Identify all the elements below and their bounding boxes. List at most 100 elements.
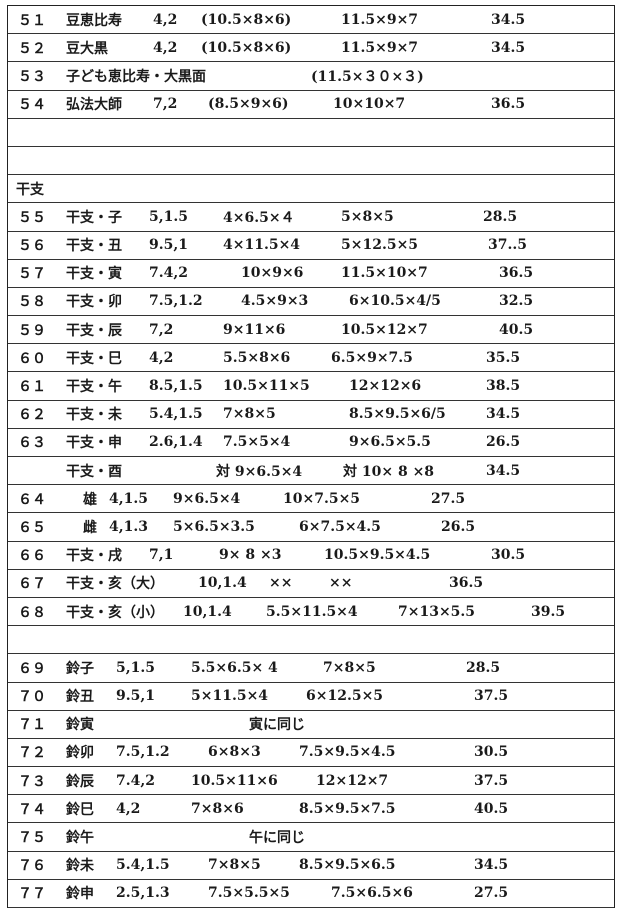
price-cell: 27.5 — [431, 490, 466, 507]
weight-cell: 9.5,1 — [116, 688, 155, 705]
outer-size-cell: 5×8×5 — [341, 208, 394, 225]
item-number: ５６ — [18, 238, 46, 255]
price-cell: 39.5 — [531, 603, 566, 620]
item-name: 豆大黒 — [66, 40, 108, 57]
weight-cell: 4,1.3 — [109, 518, 148, 535]
outer-size-cell: 12×12×7 — [316, 772, 389, 789]
table-row: ５７ 干支・寅 7.4,2 10×9×6 11.5×10×7 36.5 — [8, 260, 614, 288]
weight-cell: 7.5,1.2 — [116, 744, 170, 761]
price-cell: 27.5 — [474, 885, 509, 902]
table-row: ５６ 干支・丑 9.5,1 4×11.5×4 5×12.5×5 37..5 — [8, 232, 614, 260]
weight-cell: 2.5,1.3 — [116, 885, 170, 902]
item-name: 干支・戌 — [66, 548, 122, 565]
table-row: ６８ 干支・亥（小） 10,1.4 5.5×11.5×4 7×13×5.5 39.5 — [8, 598, 614, 627]
weight-cell: 4,2 — [153, 39, 178, 56]
price-cell: 28.5 — [483, 208, 518, 225]
weight-cell: 9.5,1 — [149, 237, 188, 254]
weight-cell: 7.4,2 — [149, 265, 188, 282]
outer-size-cell: 5×12.5×5 — [341, 237, 419, 254]
item-number: ６１ — [18, 379, 46, 396]
inner-size-cell: 5.5×11.5×4 — [266, 603, 358, 620]
outer-size-cell: ×× — [329, 575, 353, 592]
inner-size-cell: 5.5×8×6 — [223, 349, 291, 366]
price-cell: 40.5 — [499, 321, 534, 338]
inner-size-cell: 10.5×11×5 — [223, 378, 310, 395]
inner-size-cell: 6×8×3 — [208, 744, 261, 761]
item-number: ７０ — [18, 689, 46, 706]
table-row — [8, 626, 614, 655]
table-row: ７３ 鈴辰 7.4,2 10.5×11×6 12×12×7 37.5 — [8, 767, 614, 796]
inner-size-cell: 10.5×11×6 — [191, 772, 278, 789]
item-number: ５１ — [18, 12, 46, 29]
price-cell: 34.5 — [474, 857, 509, 874]
weight-cell: 5,1.5 — [149, 208, 188, 225]
item-number: ７６ — [18, 858, 46, 875]
weight-cell: 10,1.4 — [183, 603, 232, 620]
table-row: 干支・酉 対 9×6.5×4 対 10× 8 ×8 34.5 — [8, 457, 614, 486]
item-number: ５３ — [18, 68, 46, 85]
outer-size-cell: 8.5×9.5×6.5 — [299, 857, 396, 874]
table-row: ５３ 子ども恵比寿・大黒面 (11.5×３０×３) — [8, 62, 614, 91]
table-row: ７２ 鈴卯 7.5,1.2 6×8×3 7.5×9.5×4.5 30.5 — [8, 739, 614, 768]
outer-size-cell: 10.5×9.5×4.5 — [324, 547, 431, 564]
table-row: ５８ 干支・卯 7.5,1.2 4.5×9×3 6×10.5×4/5 32.5 — [8, 288, 614, 317]
price-cell: 28.5 — [466, 659, 501, 676]
inner-size-cell: 5.5×6.5× 4 — [191, 659, 278, 676]
outer-size-cell: 8.5×9.5×6/5 — [349, 406, 446, 423]
table-row: ６３ 干支・申 2.6,1.4 7.5×5×4 9×6.5×5.5 26.5 — [8, 429, 614, 457]
outer-size-cell: 7.5×9.5×4.5 — [299, 744, 396, 761]
inner-size-cell: 9×11×6 — [223, 321, 286, 338]
weight-cell: 10,1.4 — [198, 575, 247, 592]
inner-size-cell: (10.5×8×6) — [201, 11, 292, 28]
inner-size-cell: 7×8×5 — [223, 406, 276, 423]
item-number: ６２ — [18, 407, 46, 424]
item-number: ６６ — [18, 548, 46, 565]
item-number: ７３ — [18, 773, 46, 790]
price-cell: 38.5 — [486, 378, 521, 395]
item-name: 鈴巳 — [66, 801, 94, 818]
table-row: ５２ 豆大黒 4,2 (10.5×8×6) 11.5×9×7 34.5 — [8, 34, 614, 63]
item-name: 干支・寅 — [66, 266, 122, 283]
price-cell: 40.5 — [474, 800, 509, 817]
item-number: ７４ — [18, 801, 46, 818]
table-row: ６７ 干支・亥（大） 10,1.4 ×× ×× 36.5 — [8, 570, 614, 598]
inner-size-cell: 9× 8 ×3 — [219, 547, 282, 564]
outer-size-cell: 10×7.5×5 — [283, 490, 361, 507]
table-row: ５１ 豆恵比寿 4,2 (10.5×8×6) 11.5×9×7 34.5 — [8, 6, 614, 35]
outer-size-cell: 11.5×9×7 — [341, 11, 419, 28]
table-row: 干支 — [8, 175, 614, 204]
table-row: ７６ 鈴未 5.4,1.5 7×8×5 8.5×9.5×6.5 34.5 — [8, 852, 614, 880]
table-row: ６６ 干支・戌 7,1 9× 8 ×3 10.5×9.5×4.5 30.5 — [8, 542, 614, 570]
table-row: ６１ 干支・午 8.5,1.5 10.5×11×5 12×12×6 38.5 — [8, 372, 614, 401]
price-cell: 35.5 — [486, 349, 521, 366]
price-cell: 34.5 — [491, 39, 526, 56]
item-name: 鈴卯 — [66, 745, 94, 762]
inner-size-cell: ×× — [269, 575, 293, 592]
inner-size-cell: 4×11.5×4 — [223, 237, 301, 254]
table-row: ６９ 鈴子 5,1.5 5.5×6.5× 4 7×8×5 28.5 — [8, 654, 614, 683]
item-number: ５４ — [18, 97, 46, 114]
item-name: 豆恵比寿 — [66, 12, 122, 29]
item-number: ６３ — [18, 435, 46, 452]
item-number: ７５ — [18, 830, 46, 847]
table-row: ７４ 鈴巳 4,2 7×8×6 8.5×9.5×7.5 40.5 — [8, 795, 614, 824]
price-cell: 26.5 — [441, 518, 476, 535]
outer-size-cell: 対 10× 8 ×8 — [343, 463, 435, 480]
price-cell: 34.5 — [491, 11, 526, 28]
inner-size-cell: 7×8×5 — [208, 857, 261, 874]
weight-cell: 4,2 — [116, 800, 141, 817]
weight-cell: 7.5,1.2 — [149, 293, 203, 310]
price-cell: 26.5 — [486, 434, 521, 451]
price-cell: 36.5 — [449, 575, 484, 592]
outer-size-cell: 7.5×6.5×6 — [331, 885, 413, 902]
outer-size-cell: 11.5×9×7 — [341, 39, 419, 56]
item-number: ６５ — [18, 519, 46, 536]
table-row: ５９ 干支・辰 7,2 9×11×6 10.5×12×7 40.5 — [8, 316, 614, 345]
item-number: ５７ — [18, 266, 46, 283]
item-name: 鈴丑 — [66, 689, 94, 706]
price-cell: 37.5 — [474, 688, 509, 705]
weight-cell: 5,1.5 — [116, 659, 155, 676]
price-cell: 30.5 — [474, 744, 509, 761]
item-number: ６８ — [18, 604, 46, 621]
item-table: ５１ 豆恵比寿 4,2 (10.5×8×6) 11.5×9×7 34.5 ５２ 豆大黒 4,2 (… — [7, 5, 615, 908]
